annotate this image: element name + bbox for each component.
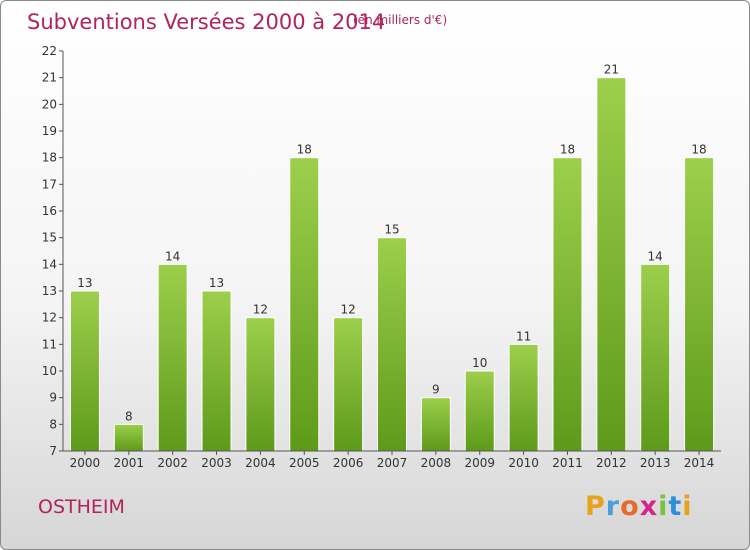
bar-2012 [596,77,627,452]
y-tick-label-8: 8 [49,417,57,431]
value-label-2012: 21 [604,63,619,77]
value-label-2009: 10 [472,356,487,370]
y-tick-label-12: 12 [42,311,57,325]
x-tick-label-2002: 2002 [157,456,188,470]
value-label-2010: 11 [516,329,531,343]
bar-2001 [113,423,144,452]
x-tick-label-2008: 2008 [421,456,452,470]
logo-letter: i [682,491,693,522]
y-tick-label-19: 19 [42,124,57,138]
bar-2004 [245,317,276,452]
y-tick-label-7: 7 [49,444,57,458]
x-tick-label-2009: 2009 [464,456,495,470]
y-tick-label-21: 21 [42,71,57,85]
x-tick-label-2011: 2011 [552,456,583,470]
value-label-2006: 12 [340,303,355,317]
proxiti-logo[interactable]: Proxiti [585,491,693,522]
x-tick-label-2007: 2007 [377,456,408,470]
logo-letter: o [620,491,640,522]
bar-2008 [420,397,451,452]
logo-letter: x [639,491,659,522]
x-tick-label-2000: 2000 [70,456,101,470]
value-label-2008: 9 [432,383,440,397]
bar-2006 [333,317,364,452]
value-label-2004: 12 [253,303,268,317]
x-tick-label-2004: 2004 [245,456,276,470]
y-tick-label-10: 10 [42,364,57,378]
y-tick-label-15: 15 [42,231,57,245]
bar-2002 [157,263,188,452]
x-tick-label-2014: 2014 [684,456,715,470]
x-tick-label-2006: 2006 [333,456,364,470]
logo-letter: P [585,491,606,522]
x-tick-label-2003: 2003 [201,456,232,470]
y-tick-label-11: 11 [42,337,57,351]
chart-title: Subventions Versées 2000 à 2014 [27,10,386,34]
value-label-2002: 14 [165,249,180,263]
y-tick-label-13: 13 [42,284,57,298]
value-label-2013: 14 [648,249,663,263]
commune-name: OSTHEIM [38,496,125,518]
logo-letter: r [605,491,621,522]
y-tick-label-22: 22 [42,44,57,58]
logo-letter: t [668,491,683,522]
bar-2007 [377,237,407,452]
value-label-2007: 15 [384,223,399,237]
y-tick-label-18: 18 [42,151,57,165]
bar-2003 [201,290,232,452]
bar-2000 [69,290,100,452]
x-tick-label-2001: 2001 [114,456,145,470]
value-label-2011: 18 [560,143,575,157]
y-tick-label-17: 17 [42,177,57,191]
bar-2011 [552,157,583,452]
value-label-2001: 8 [125,409,133,423]
logo-letter: i [658,491,669,522]
bar-2009 [464,370,495,452]
y-tick-label-9: 9 [49,391,57,405]
bar-2013 [640,263,671,452]
x-tick-label-2012: 2012 [596,456,627,470]
bar-2010 [508,343,539,452]
chart-unit: (en milliers d'€) [353,13,448,27]
x-tick-label-2010: 2010 [508,456,539,470]
value-label-2003: 13 [209,276,224,290]
x-tick-label-2005: 2005 [289,456,320,470]
y-tick-label-14: 14 [42,257,57,271]
value-label-2000: 13 [77,276,92,290]
value-label-2005: 18 [297,143,312,157]
bar-2005 [289,157,320,452]
y-tick-label-20: 20 [42,97,57,111]
bar-2014 [684,157,715,452]
value-label-2014: 18 [691,143,706,157]
y-tick-label-16: 16 [42,204,57,218]
x-tick-label-2013: 2013 [640,456,671,470]
